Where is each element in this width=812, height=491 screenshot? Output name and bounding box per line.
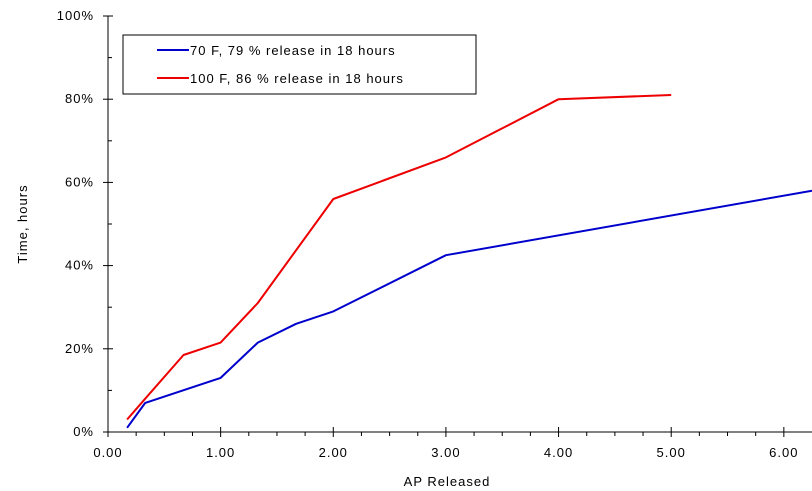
y-tick-label: 60% [65, 174, 94, 189]
y-axis-title: Time, hours [15, 184, 30, 263]
axis-ticks: 0% 20% 40% 60% 80% 100% 0.00 1.00 2.00 3.00 4.00 5.… [57, 8, 798, 460]
x-tick-label: 3.00 [431, 445, 460, 460]
y-tick-label: 80% [65, 91, 94, 106]
y-tick-label: 0% [73, 424, 94, 439]
legend: 70 F, 79 % release in 18 hours 100 F, 86… [122, 34, 477, 95]
x-tick-label: 5.00 [657, 445, 686, 460]
legend-label-70f: 70 F, 79 % release in 18 hours [190, 43, 396, 58]
y-tick-label: 20% [65, 341, 94, 356]
x-tick-label: 4.00 [544, 445, 573, 460]
x-tick-label: 1.00 [206, 445, 235, 460]
legend-box [122, 34, 477, 95]
series-line-0 [126, 189, 812, 429]
x-tick-label: 0.00 [93, 445, 122, 460]
series-layer [126, 94, 812, 429]
x-axis-title: AP Released [404, 474, 491, 489]
x-tick-label: 6.00 [769, 445, 798, 460]
legend-label-100f: 100 F, 86 % release in 18 hours [190, 71, 404, 86]
x-tick-label: 2.00 [319, 445, 348, 460]
y-tick-label: 40% [65, 258, 94, 273]
y-tick-label: 100% [57, 8, 94, 23]
series-line-1 [126, 94, 672, 421]
